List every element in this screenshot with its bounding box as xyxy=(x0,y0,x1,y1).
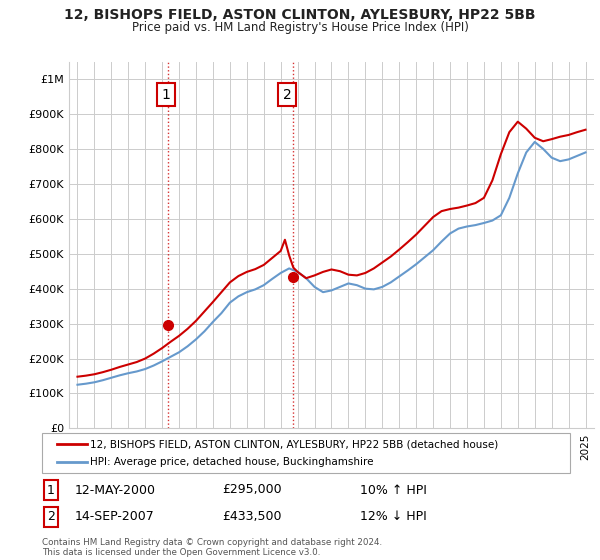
Text: 2: 2 xyxy=(283,87,291,101)
Text: 2: 2 xyxy=(47,510,55,524)
Text: £295,000: £295,000 xyxy=(222,483,281,497)
Text: 10% ↑ HPI: 10% ↑ HPI xyxy=(360,483,427,497)
Text: Price paid vs. HM Land Registry's House Price Index (HPI): Price paid vs. HM Land Registry's House … xyxy=(131,21,469,34)
Text: 14-SEP-2007: 14-SEP-2007 xyxy=(75,510,155,524)
Text: £433,500: £433,500 xyxy=(222,510,281,524)
Text: 12-MAY-2000: 12-MAY-2000 xyxy=(75,483,156,497)
Text: HPI: Average price, detached house, Buckinghamshire: HPI: Average price, detached house, Buck… xyxy=(90,457,373,467)
Text: Contains HM Land Registry data © Crown copyright and database right 2024.
This d: Contains HM Land Registry data © Crown c… xyxy=(42,538,382,557)
Text: 1: 1 xyxy=(47,483,55,497)
Text: 12, BISHOPS FIELD, ASTON CLINTON, AYLESBURY, HP22 5BB (detached house): 12, BISHOPS FIELD, ASTON CLINTON, AYLESB… xyxy=(90,439,498,449)
Text: 1: 1 xyxy=(161,87,170,101)
Text: 12% ↓ HPI: 12% ↓ HPI xyxy=(360,510,427,524)
Text: 12, BISHOPS FIELD, ASTON CLINTON, AYLESBURY, HP22 5BB: 12, BISHOPS FIELD, ASTON CLINTON, AYLESB… xyxy=(64,8,536,22)
